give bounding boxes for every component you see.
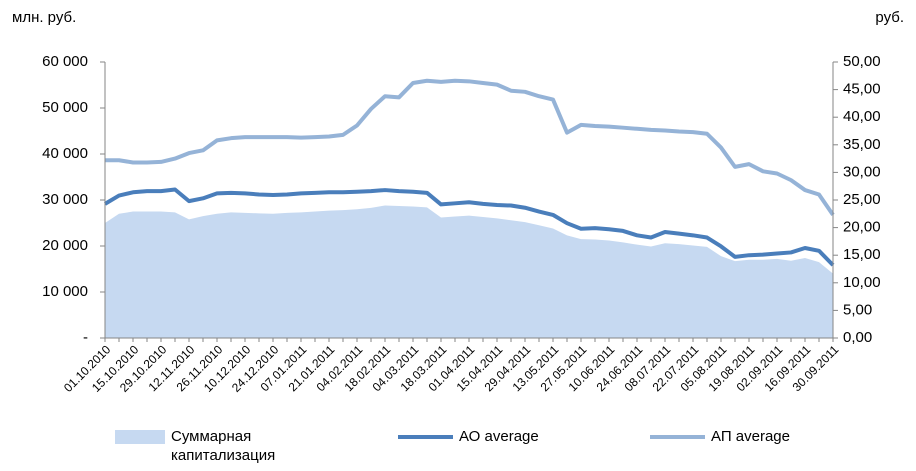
y-tick-label: 60 000	[42, 53, 88, 70]
line	[105, 78, 835, 217]
y2-unit-label: руб.	[875, 9, 904, 26]
area	[105, 205, 833, 338]
legend-label: Суммарная капитализация	[171, 428, 276, 464]
legend-swatch	[115, 430, 165, 444]
y2-tick-label: 20,00	[843, 219, 881, 236]
legend-label: АП average	[711, 428, 790, 445]
y2-tick-label: 35,00	[843, 136, 881, 153]
y-tick-label: 50 000	[42, 99, 88, 116]
y-tick-label: 40 000	[42, 145, 88, 162]
y2-tick-label: 30,00	[843, 163, 881, 180]
y2-tick-label: 40,00	[843, 108, 881, 125]
y-tick-label: 20 000	[42, 237, 88, 254]
y-tick-label: 30 000	[42, 191, 88, 208]
y2-tick-label: 25,00	[843, 191, 881, 208]
y-unit-label: млн. руб.	[12, 9, 76, 26]
legend-label: АО average	[459, 428, 539, 445]
plot-area	[103, 78, 835, 338]
y2-tick-label: 10,00	[843, 274, 881, 291]
y2-tick-label: 0,00	[843, 329, 872, 346]
y2-tick-label: 5,00	[843, 301, 872, 318]
y2-tick-label: 45,00	[843, 81, 881, 98]
y2-tick-label: 15,00	[843, 246, 881, 263]
y-tick-label: 10 000	[42, 283, 88, 300]
y2-tick-label: 50,00	[843, 53, 881, 70]
line	[103, 187, 835, 267]
y-tick-label: -	[83, 329, 88, 346]
